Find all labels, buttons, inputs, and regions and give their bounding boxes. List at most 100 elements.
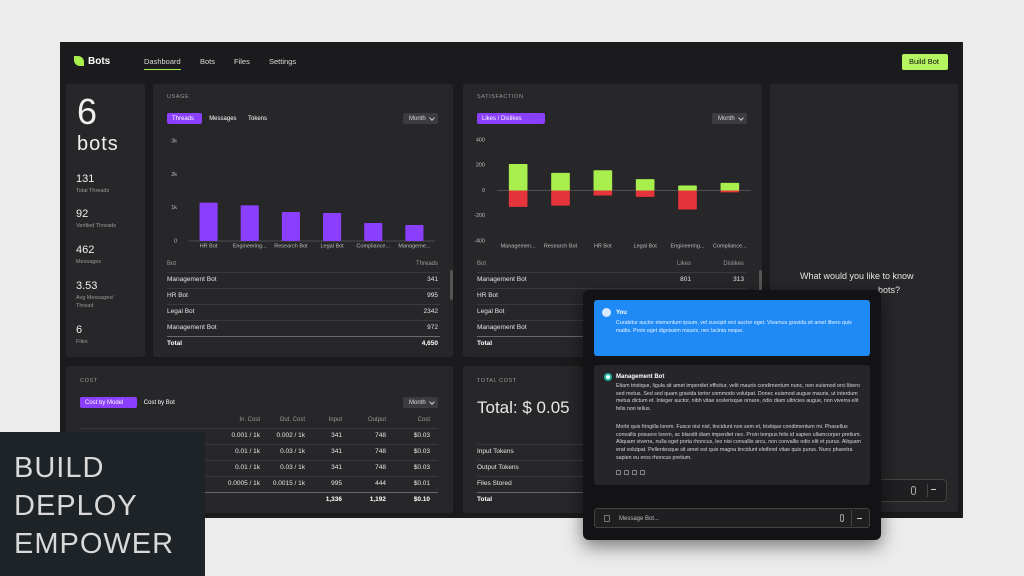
attach-icon xyxy=(604,515,610,522)
x-tick-label: HR Bot xyxy=(594,243,612,249)
cell: 341 xyxy=(331,448,342,455)
period-dropdown[interactable]: Month xyxy=(712,113,747,124)
bar xyxy=(199,202,218,241)
chat-popup: You Curabitur auctor elementum ipsum, vel… xyxy=(583,290,881,540)
divider xyxy=(80,428,438,429)
tab[interactable]: Likes / Dislikes xyxy=(477,113,545,124)
cell: $0.03 xyxy=(413,432,430,439)
cell: 995 xyxy=(427,292,438,299)
message-input[interactable]: Message Bot... xyxy=(594,508,870,528)
cell: 0.01 / 1k xyxy=(235,448,260,455)
nav-link[interactable]: Settings xyxy=(269,57,297,66)
column-header: Cost xyxy=(417,417,430,423)
total-amount: Total: $ 0.05 xyxy=(477,398,570,417)
tab-label[interactable]: Cost by Bot xyxy=(143,400,175,406)
input-placeholder[interactable]: Message Bot... xyxy=(619,516,660,522)
cell: 0.0015 / 1k xyxy=(272,480,305,487)
cell: 0.001 / 1k xyxy=(231,432,260,439)
tab[interactable]: Messages xyxy=(204,113,243,124)
section-title: COST xyxy=(80,378,98,384)
cell: Management Bot xyxy=(167,324,217,331)
cell: $0.03 xyxy=(413,464,430,471)
nav-link[interactable]: Bots xyxy=(200,57,216,66)
bar xyxy=(508,163,528,191)
bot-count-unit: bots xyxy=(77,133,119,155)
total-label: Total xyxy=(167,340,183,347)
banner-line: BUILD xyxy=(14,452,105,484)
build-bot-button[interactable]: Build Bot xyxy=(902,54,948,70)
dropdown-label[interactable]: Month xyxy=(409,116,426,122)
divider xyxy=(167,320,440,321)
message-action[interactable] xyxy=(640,470,645,475)
nav-link[interactable]: Files xyxy=(234,57,250,66)
dropdown-label[interactable]: Month xyxy=(409,400,426,406)
y-tick-label: 1k xyxy=(171,205,177,211)
cell: 0.03 / 1k xyxy=(280,464,305,471)
total-cell: 1,192 xyxy=(369,496,386,503)
message-action[interactable] xyxy=(624,470,629,475)
cell: 0.01 / 1k xyxy=(235,464,260,471)
divider xyxy=(167,272,440,273)
x-tick-label: HR Bot xyxy=(200,243,218,249)
tab[interactable]: Threads xyxy=(167,113,203,124)
send-arrow xyxy=(857,518,862,519)
y-tick-label: 0 xyxy=(482,188,485,194)
cost-row-label: Output Tokens xyxy=(477,464,519,471)
send-button[interactable] xyxy=(851,510,869,526)
assistant-prompt: What would you like to know xyxy=(800,271,914,281)
chevron xyxy=(429,399,435,405)
cell: Management Bot xyxy=(477,276,527,283)
stat-label: Files xyxy=(76,339,88,345)
total-cell: $0.10 xyxy=(413,496,430,503)
cell: $0.03 xyxy=(413,448,430,455)
divider xyxy=(167,336,440,337)
bar xyxy=(720,190,740,193)
period-dropdown[interactable]: Month xyxy=(403,397,438,408)
tab-label[interactable]: Threads xyxy=(172,116,195,122)
mic-icon xyxy=(911,486,916,495)
message-author: You xyxy=(616,310,627,316)
cell: $0.01 xyxy=(413,480,430,487)
bar xyxy=(364,223,383,241)
mic-icon xyxy=(840,514,844,522)
y-tick-label: -200 xyxy=(474,213,485,219)
x-tick-label: Compliance... xyxy=(356,243,390,249)
tab-label[interactable]: Cost by Model xyxy=(85,400,124,406)
y-tick-label: 3k xyxy=(171,138,177,144)
assistant-prompt: bots? xyxy=(878,285,901,295)
tab[interactable]: Cost by Bot xyxy=(139,397,189,408)
banner-line: DEPLOY xyxy=(14,490,138,522)
column-header: Bot xyxy=(167,261,177,267)
tab[interactable]: Tokens xyxy=(243,113,275,124)
section-title: USAGE xyxy=(167,94,190,100)
cell: 0.03 / 1k xyxy=(280,448,305,455)
send-button[interactable] xyxy=(927,484,940,497)
bar xyxy=(593,190,613,196)
cell: Management Bot xyxy=(167,276,217,283)
stat-label: Total Threads xyxy=(76,188,110,194)
cell: 444 xyxy=(375,480,386,487)
column-header: Out. Cost xyxy=(279,417,305,423)
tab-label[interactable]: Tokens xyxy=(248,116,268,122)
cell: 748 xyxy=(375,448,386,455)
bar xyxy=(323,213,342,241)
bar xyxy=(508,190,528,207)
nav-link[interactable]: Dashboard xyxy=(144,58,181,70)
tab-label[interactable]: Likes / Dislikes xyxy=(482,116,522,122)
divider xyxy=(80,492,438,493)
message-action[interactable] xyxy=(616,470,621,475)
bar xyxy=(281,212,300,241)
x-tick-label: Engineering... xyxy=(671,243,705,249)
x-tick-label: Research Bot xyxy=(544,243,578,249)
x-tick-label: Legal Bot xyxy=(320,243,344,249)
divider xyxy=(477,288,746,289)
button-label[interactable]: Build Bot xyxy=(909,57,940,66)
divider xyxy=(477,272,746,273)
divider xyxy=(167,304,440,305)
cell: 748 xyxy=(375,432,386,439)
tab-label[interactable]: Messages xyxy=(209,116,237,122)
period-dropdown[interactable]: Month xyxy=(403,113,438,124)
message-action[interactable] xyxy=(632,470,637,475)
dropdown-label[interactable]: Month xyxy=(718,116,735,122)
tab[interactable]: Cost by Model xyxy=(80,397,137,408)
